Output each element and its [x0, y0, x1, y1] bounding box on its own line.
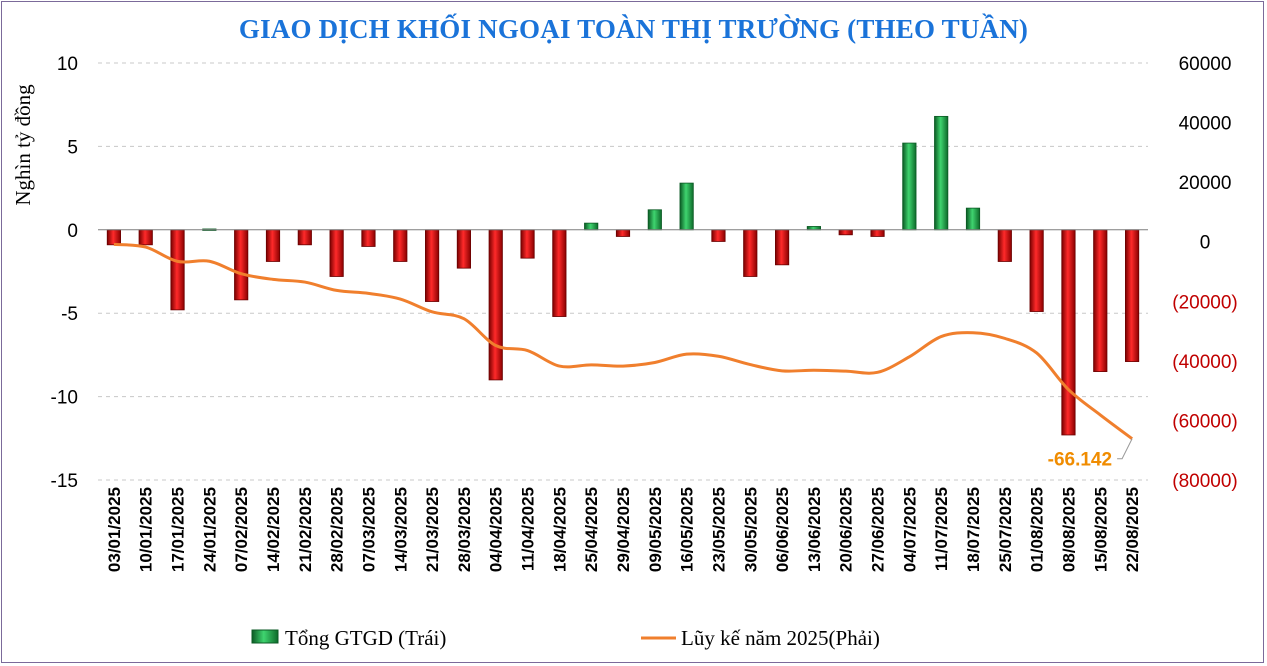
legend: Tổng GTGD (Trái) Lũy kế năm 2025(Phải) [251, 626, 880, 650]
legend-bar-swatch [251, 629, 279, 644]
x-tick-label: 17/01/2025 [169, 487, 188, 572]
x-tick-label: 25/07/2025 [996, 487, 1015, 572]
bar [234, 229, 249, 301]
legend-line-label: Lũy kế năm 2025(Phải) [681, 626, 880, 650]
y2-tick-label: 40000 [1179, 114, 1232, 135]
x-tick-label: 03/01/2025 [105, 487, 124, 572]
bar [456, 229, 471, 269]
bar [361, 229, 376, 247]
x-tick-label: 13/06/2025 [805, 487, 824, 572]
x-tick-label: 16/05/2025 [678, 487, 697, 572]
chart-title: GIAO DỊCH KHỐI NGOẠI TOÀN THỊ TRƯỜNG (TH… [238, 14, 1029, 44]
end-value-label: -66.142 [1048, 450, 1112, 471]
x-tick-label: 24/01/2025 [200, 487, 219, 572]
x-tick-label: 27/06/2025 [869, 487, 888, 572]
bar [965, 207, 981, 231]
bar [265, 229, 281, 262]
bar [584, 222, 599, 231]
x-tick-label: 20/06/2025 [837, 487, 856, 572]
y2-tick-label: (80000) [1172, 471, 1238, 492]
y2-tick-label: (20000) [1172, 292, 1238, 313]
x-tick-label: 07/02/2025 [232, 487, 251, 572]
bar [934, 115, 949, 231]
x-tick-label: 22/08/2025 [1123, 487, 1142, 572]
y-tick-label: -10 [51, 388, 78, 409]
bar [615, 229, 631, 237]
bar [393, 229, 408, 262]
cumulative-line [113, 242, 1133, 440]
y2-tick-label: 20000 [1179, 173, 1232, 194]
x-tick-label: 25/04/2025 [582, 487, 601, 572]
y-tick-label: -15 [51, 471, 78, 492]
x-tick-label: 01/08/2025 [1028, 487, 1047, 572]
y-tick-label: 0 [67, 221, 78, 242]
x-tick-label: 28/03/2025 [455, 487, 474, 572]
axes: 10 5 0 -5 -10 -15 60000 40000 20000 0 (20000) (4000… [51, 54, 1238, 572]
bar [838, 229, 853, 236]
x-tick-label: 04/07/2025 [900, 487, 919, 572]
y-tick-label: 10 [57, 54, 78, 75]
x-tick-label: 06/06/2025 [773, 487, 792, 572]
legend-bar-label: Tổng GTGD (Trái) [285, 626, 446, 650]
y-axis-title: Nghìn tỷ đồng [11, 84, 35, 206]
x-tick-label: 18/07/2025 [964, 487, 983, 572]
x-tick-label: 11/04/2025 [519, 487, 538, 571]
x-tick-label: 04/04/2025 [487, 487, 506, 572]
y2-tick-label: 60000 [1179, 54, 1232, 75]
bar [138, 229, 153, 246]
bar [1093, 229, 1108, 372]
bar [106, 229, 121, 246]
x-tick-label: 09/05/2025 [646, 487, 665, 572]
line-series: -66.142 [113, 242, 1133, 471]
y-tick-label: -5 [61, 304, 78, 325]
bar [711, 229, 726, 242]
x-tick-label: 18/04/2025 [550, 487, 569, 572]
x-tick-label: 28/02/2025 [328, 487, 347, 572]
y2-tick-label: (40000) [1172, 352, 1238, 373]
bar [647, 209, 662, 231]
x-tick-label: 14/03/2025 [391, 487, 410, 572]
x-tick-label: 30/05/2025 [741, 487, 760, 572]
bar [997, 229, 1012, 262]
bar [552, 229, 567, 317]
bar [743, 229, 758, 277]
bar-series [106, 115, 1140, 436]
bar [1029, 229, 1044, 312]
x-tick-label: 21/03/2025 [423, 487, 442, 572]
x-tick-label: 21/02/2025 [296, 487, 315, 572]
bar [297, 229, 312, 246]
bar [520, 229, 535, 259]
x-tick-label: 07/03/2025 [359, 487, 378, 572]
bar [806, 226, 821, 231]
x-tick-label: 23/05/2025 [709, 487, 728, 572]
y2-tick-label: 0 [1200, 233, 1211, 254]
bar [1061, 229, 1076, 436]
annotation-leader [1117, 438, 1133, 460]
x-tick-label: 11/07/2025 [932, 487, 951, 571]
x-tick-label: 15/08/2025 [1091, 487, 1110, 572]
bar [329, 229, 344, 277]
x-tick-label: 10/01/2025 [137, 487, 156, 572]
bar [425, 229, 440, 302]
bar [488, 229, 503, 381]
bar [1125, 229, 1140, 362]
y-tick-label: 5 [67, 137, 78, 158]
x-tick-label: 29/04/2025 [614, 487, 633, 572]
bar [679, 182, 694, 231]
bar [870, 229, 885, 237]
bar [170, 229, 185, 311]
y2-tick-label: (60000) [1172, 411, 1238, 432]
grid-lines [98, 62, 1148, 481]
bar [775, 229, 790, 266]
x-tick-label: 14/02/2025 [264, 487, 283, 572]
x-tick-label: 08/08/2025 [1059, 487, 1078, 572]
bar [902, 142, 917, 231]
